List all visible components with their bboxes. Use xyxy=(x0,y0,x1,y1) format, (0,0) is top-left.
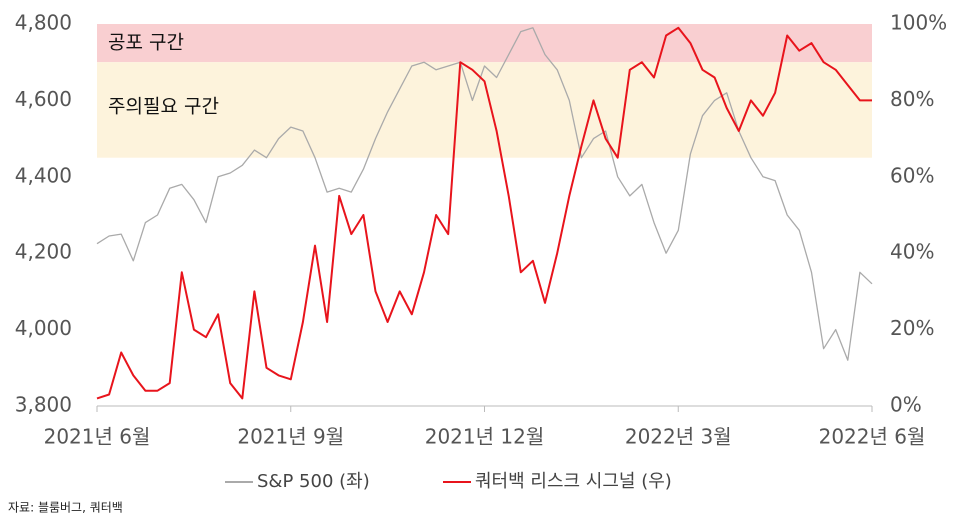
y2-tick-label: 0% xyxy=(890,393,922,417)
y-tick-label: 4,000 xyxy=(15,316,72,340)
series-line xyxy=(96,26,872,400)
zone-band xyxy=(97,62,872,158)
y-tick-label: 3,800 xyxy=(15,393,72,417)
y-tick-label: 4,800 xyxy=(15,11,72,35)
series-line xyxy=(96,27,873,361)
x-tick-label: 2022년 6월 xyxy=(819,425,926,449)
y2-tick-label: 100% xyxy=(890,11,947,35)
source: 자료: 블룸버그, 쿼터백 xyxy=(8,501,123,515)
x-tick-label: 2021년 6월 xyxy=(44,425,151,449)
y-tick-label: 4,200 xyxy=(15,240,72,264)
x-tick-label: 2021년 12월 xyxy=(425,425,545,449)
x-tick-label: 2021년 9월 xyxy=(237,425,344,449)
x-tick-label: 2022년 3월 xyxy=(625,425,732,449)
y-tick-label: 4,600 xyxy=(15,87,72,111)
y2-tick-label: 60% xyxy=(890,163,934,187)
zone-band xyxy=(97,24,872,63)
zone-label: 주의필요 구간 xyxy=(108,96,219,118)
zone-label: 공포 구간 xyxy=(108,32,184,54)
y2-tick-label: 40% xyxy=(890,240,934,264)
y2-tick-label: 80% xyxy=(890,87,934,111)
y2-tick-label: 20% xyxy=(890,316,934,340)
y-tick-label: 4,400 xyxy=(15,163,72,187)
legend-label: 쿼터백 리스크 시그널 (우) xyxy=(475,471,672,492)
legend-label: S&P 500 (좌) xyxy=(257,471,370,492)
